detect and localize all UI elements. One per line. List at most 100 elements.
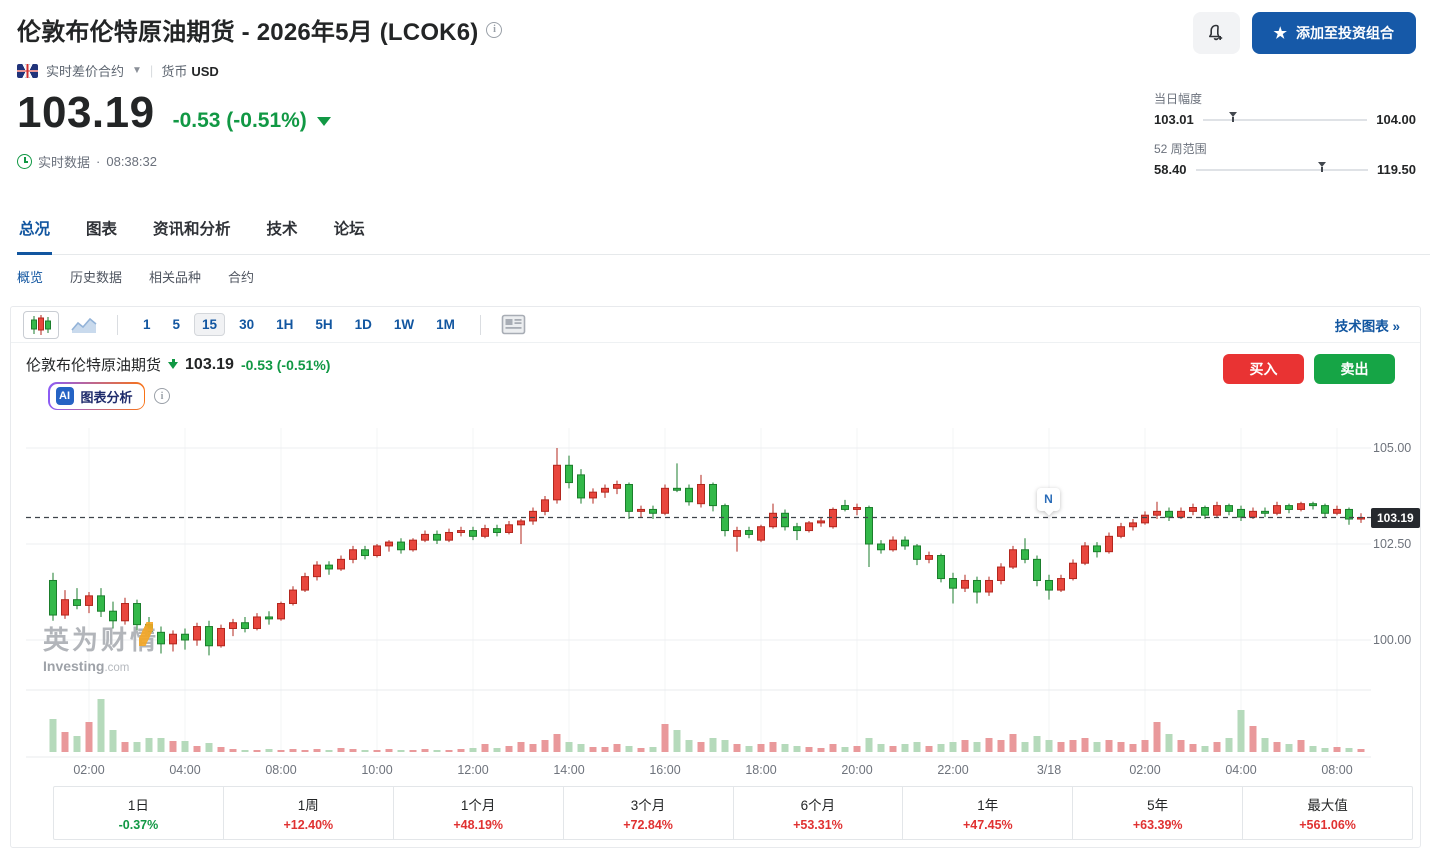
arrow-down-icon	[168, 359, 179, 369]
ai-chart-analysis-button[interactable]: AI 图表分析	[48, 382, 146, 410]
chevron-down-icon[interactable]: ▼	[132, 65, 142, 76]
tab-图表[interactable]: 图表	[86, 221, 118, 238]
perf-6个月[interactable]: 6个月 +53.31%	[734, 787, 904, 839]
day-range-label: 当日幅度	[1154, 92, 1203, 106]
currency-value: USD	[191, 64, 219, 79]
perf-period-label: 最大值	[1307, 798, 1348, 813]
perf-period-label: 3个月	[630, 798, 666, 813]
ai-badge-icon: AI	[55, 387, 74, 405]
subtab-历史数据[interactable]: 历史数据	[70, 270, 123, 285]
currency-info: 货币 USD	[161, 61, 218, 80]
quote-block: 103.19 -0.53 (-0.51%) 实时数据 · 08:38:32	[17, 88, 331, 171]
perf-5年[interactable]: 5年 +63.39%	[1073, 787, 1244, 839]
time-tick: 02:00	[1129, 763, 1161, 777]
time-tick: 08:00	[1321, 763, 1353, 777]
interval-1W-button[interactable]: 1W	[386, 313, 422, 336]
area-chart-icon	[71, 317, 97, 333]
interval-5-button[interactable]: 5	[165, 313, 189, 336]
perf-3个月[interactable]: 3个月 +72.84%	[564, 787, 734, 839]
chart-price-change: -0.53 (-0.51%)	[240, 356, 331, 373]
create-alert-button[interactable]	[1192, 12, 1240, 54]
tab-技术[interactable]: 技术	[266, 221, 298, 238]
price-tick: 105.00	[1373, 441, 1412, 455]
chart-header: 伦敦布伦特原油期货 103.19 -0.53 (-0.51%) AI 图表分析 …	[11, 343, 1420, 410]
time-axis[interactable]: 02:00 04:00 08:00 10:00 12:00 14:00 16:00 18:00…	[11, 760, 1371, 784]
interval-1-button[interactable]: 1	[135, 313, 159, 336]
last-price: 103.19	[17, 88, 155, 137]
perf-period-label: 1日	[127, 798, 149, 813]
bell-add-icon	[1209, 24, 1223, 41]
perf-period-label: 6个月	[800, 798, 836, 813]
chart-widget: 1 5 15 30 1H 5H 1D 1W 1M 技术图表 » 伦敦布伦特原油期货 103.19	[10, 306, 1421, 848]
time-tick: 12:00	[457, 763, 489, 777]
sell-button[interactable]: 卖出	[1314, 354, 1395, 384]
add-to-portfolio-button[interactable]: ★ 添加至投资组合	[1251, 12, 1416, 54]
currency-label: 货币	[161, 64, 188, 79]
buy-button[interactable]: 买入	[1223, 354, 1304, 384]
interval-1H-button[interactable]: 1H	[268, 313, 301, 336]
investing-watermark: 英为财情 Investing.com	[43, 620, 159, 674]
week52-range-track	[1195, 161, 1368, 172]
time-tick: 14:00	[553, 763, 585, 777]
info-icon[interactable]: i	[486, 21, 503, 38]
chart-toolbar: 1 5 15 30 1H 5H 1D 1W 1M 技术图表 »	[11, 307, 1420, 343]
tab-论坛[interactable]: 论坛	[333, 221, 365, 238]
news-layout-button[interactable]	[495, 312, 532, 337]
day-range-track	[1202, 111, 1368, 122]
time-tick: 02:00	[73, 763, 105, 777]
price-axis[interactable]: 105.00 102.50 100.00 103.19	[1371, 424, 1421, 759]
perf-1年[interactable]: 1年 +47.45%	[903, 787, 1074, 839]
perf-period-value: +53.31%	[793, 818, 843, 832]
price-change: -0.53 (-0.51%)	[173, 109, 331, 133]
watermark-cn: 英为财情	[43, 620, 159, 657]
time-tick: 20:00	[841, 763, 873, 777]
week52-range-low: 58.40	[1154, 162, 1187, 177]
week52-range-high: 119.50	[1376, 162, 1416, 177]
ranges-block: 当日幅度 103.01 104.00 52 周范围 58.40 119.50	[1154, 90, 1416, 177]
chart-last-price: 103.19	[185, 355, 234, 373]
day-range-high: 104.00	[1376, 112, 1416, 127]
dot-separator: ·	[96, 154, 101, 169]
perf-period-value: -0.37%	[118, 818, 159, 832]
tab-资讯和分析[interactable]: 资讯和分析	[153, 221, 231, 238]
interval-30-button[interactable]: 30	[231, 313, 262, 336]
info-icon[interactable]: i	[154, 388, 171, 404]
subtab-合约[interactable]: 合约	[228, 270, 255, 285]
cfd-type-label[interactable]: 实时差价合约	[46, 64, 125, 79]
week52-range-marker	[1317, 161, 1326, 172]
tab-总况[interactable]: 总况	[17, 213, 53, 255]
perf-1个月[interactable]: 1个月 +48.19%	[394, 787, 564, 839]
area-chart-button[interactable]	[65, 314, 103, 336]
perf-1日[interactable]: 1日 -0.37%	[54, 787, 224, 839]
day-range: 当日幅度 103.01 104.00	[1154, 90, 1416, 127]
subtab-相关品种[interactable]: 相关品种	[149, 270, 202, 285]
perf-1周[interactable]: 1周 +12.40%	[224, 787, 394, 839]
day-range-marker	[1228, 111, 1237, 122]
price-change-value: -0.53 (-0.51%)	[172, 109, 307, 132]
interval-buttons: 1 5 15 30 1H 5H 1D 1W 1M	[132, 313, 466, 336]
interval-1M-button[interactable]: 1M	[428, 313, 463, 336]
perf-period-value: +47.45%	[962, 818, 1013, 832]
uk-flag-icon	[17, 63, 38, 78]
chart-instrument-name: 伦敦布伦特原油期货	[26, 357, 162, 374]
perf-period-label: 5年	[1147, 798, 1169, 813]
time-tick: 04:00	[1225, 763, 1257, 777]
technical-chart-link[interactable]: 技术图表 »	[1334, 318, 1400, 334]
perf-period-value: +12.40%	[283, 818, 334, 832]
candlestick-chart-canvas[interactable]	[26, 424, 1371, 759]
subtab-概览[interactable]: 概览	[17, 270, 44, 285]
perf-period-value: +48.19%	[453, 818, 504, 832]
perf-period-label: 1个月	[460, 798, 496, 813]
day-range-low: 103.01	[1154, 112, 1194, 127]
perf-最大值[interactable]: 最大值 +561.06%	[1243, 787, 1412, 839]
clock-icon	[17, 154, 32, 169]
perf-period-label: 1周	[297, 798, 319, 813]
week52-range-label: 52 周范围	[1154, 142, 1207, 156]
interval-5H-button[interactable]: 5H	[307, 313, 340, 336]
interval-1D-button[interactable]: 1D	[347, 313, 380, 336]
page-title: 伦敦布伦特原油期货 - 2026年5月 (LCOK6)	[17, 19, 479, 46]
sub-tabs: 概览 历史数据 相关品种 合约	[17, 267, 254, 286]
news-event-marker[interactable]: N	[1037, 487, 1060, 511]
interval-15-button[interactable]: 15	[194, 313, 226, 336]
candlestick-chart-button[interactable]	[23, 310, 59, 339]
